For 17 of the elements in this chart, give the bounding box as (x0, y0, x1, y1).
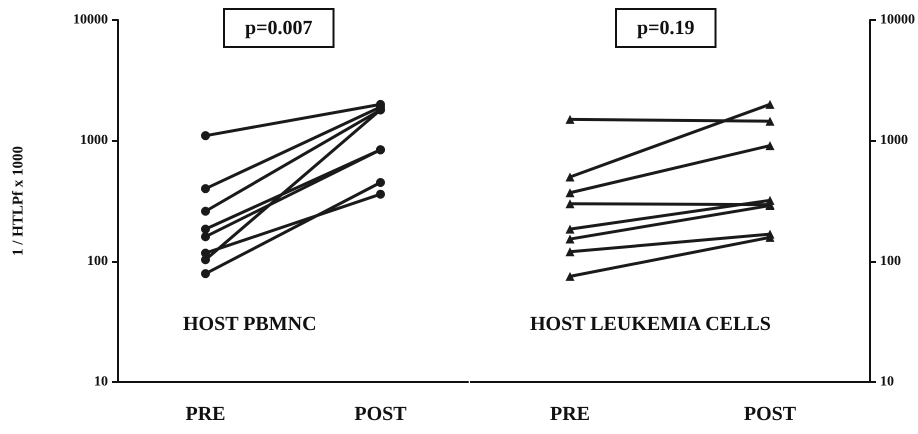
y2-tick-label: 1000 (880, 133, 908, 148)
x-tick-label: PRE (186, 403, 226, 425)
y-tick-label: 10 (94, 374, 108, 390)
y-tick-label: 10000 (73, 12, 108, 28)
y2-tick-label: 10 (880, 374, 894, 390)
annotation: HOST PBMNC (183, 313, 317, 335)
y-tick-label: 100 (87, 254, 108, 269)
y2-tick-label: 100 (880, 254, 901, 269)
y-axis-title: 1 / HTLPf x 1000 (10, 146, 26, 256)
x-tick-label: POST (744, 403, 797, 425)
x-tick-label: PRE (550, 403, 590, 425)
annotation: p=0.19 (637, 17, 695, 39)
y-tick-label: 1000 (80, 133, 108, 148)
y2-tick-label: 10000 (880, 12, 915, 28)
annotation: HOST LEUKEMIA CELLS (530, 313, 771, 335)
x-tick-label: POST (354, 403, 408, 425)
annotation: p=0.007 (245, 17, 313, 39)
